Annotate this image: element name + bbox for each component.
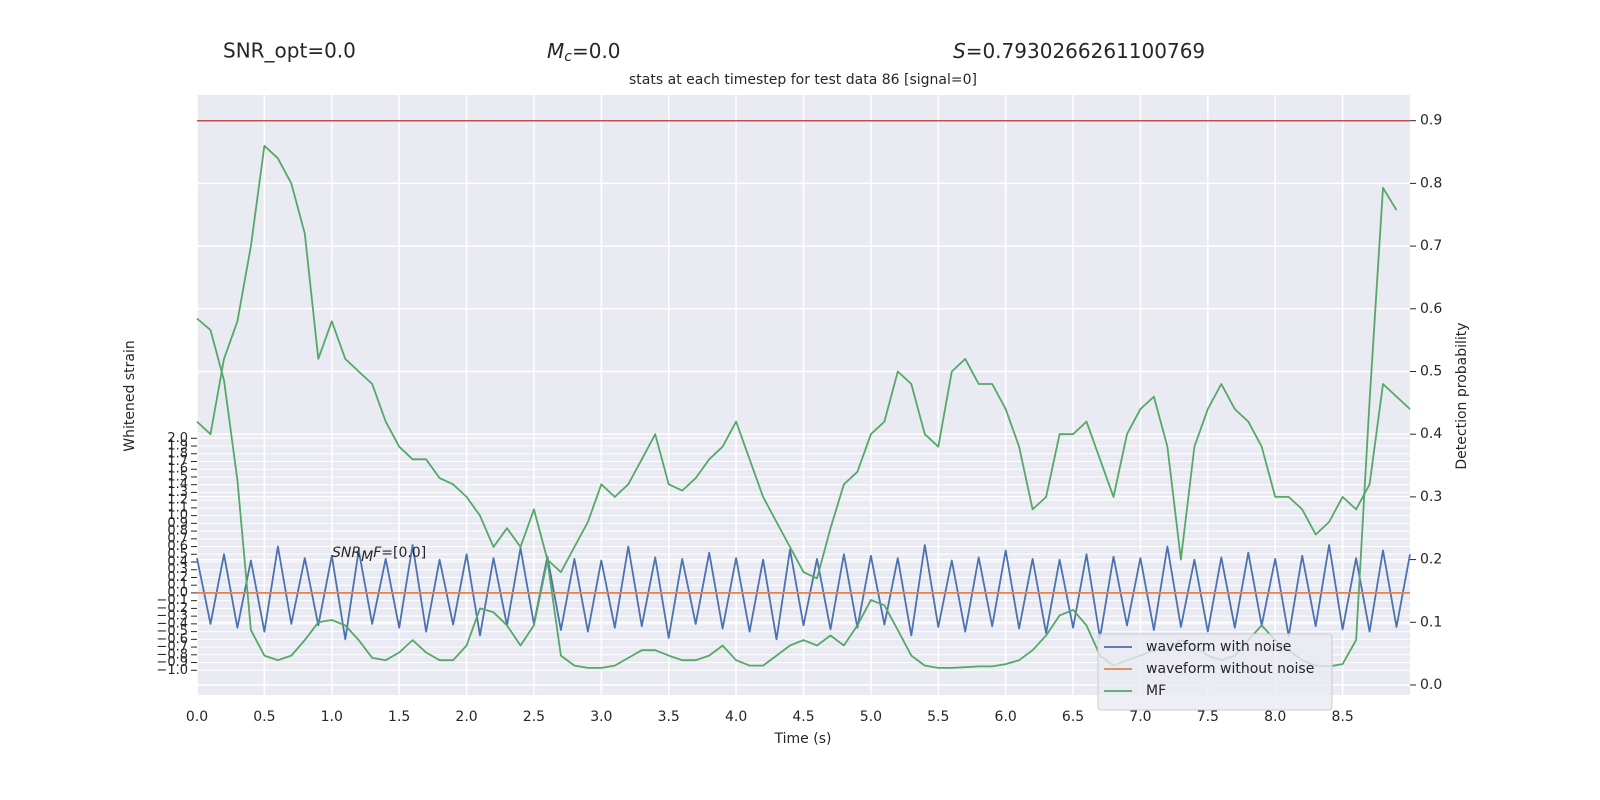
x-tick-label: 3.0 <box>590 709 612 725</box>
y-tick-label: 1.8 <box>167 446 188 461</box>
y-tick-label: 0.6 <box>167 539 188 554</box>
x-tick-label: 2.0 <box>455 709 477 725</box>
y-tick-label: 1.1 <box>167 500 188 515</box>
y-tick-label: 0.8 <box>167 524 188 539</box>
x-tick-label: 4.5 <box>792 709 814 725</box>
mc-sub: c <box>564 49 572 65</box>
y-tick-label: −0.8 <box>156 647 188 662</box>
y2-tick-label: 0.2 <box>1420 552 1442 568</box>
y2-tick-label: 0.7 <box>1420 238 1442 254</box>
legend-label: waveform without noise <box>1146 661 1314 677</box>
y-tick-label: 0.0 <box>167 585 188 600</box>
y-tick-label: 0.9 <box>167 516 188 531</box>
y-tick-label: 0.5 <box>167 547 188 562</box>
y-tick-label: −0.3 <box>156 609 188 624</box>
legend-label: MF <box>1146 683 1166 699</box>
mc-text: Mc=0.0 <box>547 39 621 66</box>
chart-title: stats at each timestep for test data 86 … <box>629 72 977 88</box>
y2-axis-label: Detection probability <box>1454 322 1470 469</box>
y-tick-label: −0.7 <box>156 640 188 655</box>
y2-tick-label: 0.6 <box>1420 301 1442 317</box>
y-tick-label: 1.5 <box>167 469 188 484</box>
y-tick-label: 0.3 <box>167 562 188 577</box>
y-tick-label: −0.4 <box>156 616 188 631</box>
snr-mf-rest: =[0.0] <box>381 545 426 561</box>
x-tick-label: 1.0 <box>321 709 343 725</box>
y2-tick-label: 0.3 <box>1420 489 1442 505</box>
y-tick-label: −0.1 <box>156 593 188 608</box>
y-tick-label: 1.0 <box>167 508 188 523</box>
y-tick-label: −0.2 <box>156 601 188 616</box>
s-symbol: S <box>953 39 966 63</box>
mc-symbol: M <box>547 39 564 63</box>
x-tick-label: 2.5 <box>523 709 545 725</box>
legend-box <box>1097 633 1333 711</box>
series-line <box>196 544 1411 641</box>
x-tick-label: 8.0 <box>1264 709 1286 725</box>
x-tick-label: 0.0 <box>186 709 208 725</box>
x-tick-label: 5.5 <box>927 709 949 725</box>
y-tick-label: 1.3 <box>167 485 188 500</box>
y-tick-label: −0.9 <box>156 655 188 670</box>
x-axis-label: Time (s) <box>774 731 832 747</box>
y-tick-label: 1.9 <box>167 439 188 454</box>
snr-mf-tail: F <box>373 545 382 561</box>
y-tick-label: −0.6 <box>156 632 188 647</box>
y2-tick-label: 0.0 <box>1420 677 1442 693</box>
y2-tick-label: 0.4 <box>1420 426 1442 442</box>
legend-label: waveform with noise <box>1146 639 1291 655</box>
x-tick-label: 7.5 <box>1197 709 1219 725</box>
y-tick-label: 1.2 <box>167 493 188 508</box>
y-axis-label: Whitened strain <box>122 340 138 451</box>
snr-opt: SNR_opt=0.0 <box>223 39 356 63</box>
x-tick-label: 8.5 <box>1331 709 1353 725</box>
x-tick-label: 3.5 <box>658 709 680 725</box>
overlay: 0.0 0.5 1.0 1.5 2.0 2.5 3.0 3.5 4.0 4.5 5.0 5.5 6.0 6… <box>156 113 1442 725</box>
x-tick-label: 6.0 <box>995 709 1017 725</box>
y-tick-label: 1.7 <box>167 454 188 469</box>
y-tick-label: 1.6 <box>167 462 188 477</box>
y-tick-label: 0.7 <box>167 531 188 546</box>
y-tick-label: −1.0 <box>156 663 188 678</box>
y-tick-label: 0.2 <box>167 570 188 585</box>
s-text: S=0.7930266261100769 <box>953 39 1205 63</box>
snr-mf-sub: M <box>361 549 373 565</box>
y2-tick-label: 0.9 <box>1420 113 1442 129</box>
x-tick-label: 6.5 <box>1062 709 1084 725</box>
x-tick-label: 5.0 <box>860 709 882 725</box>
x-tick-label: 0.5 <box>253 709 275 725</box>
y-tick-label: −0.5 <box>156 624 188 639</box>
y-tick-label: 0.4 <box>167 555 188 570</box>
x-tick-label: 7.0 <box>1129 709 1151 725</box>
snr-mf-annotation: SNRMF=[0.0] <box>332 545 426 565</box>
snr-mf-symbol: SNR <box>332 545 361 561</box>
x-tick-label: 1.5 <box>388 709 410 725</box>
y-tick-label: 0.1 <box>167 578 188 593</box>
series-line <box>196 144 1411 580</box>
y2-tick-label: 0.1 <box>1420 614 1442 630</box>
mc-rest: =0.0 <box>572 39 621 63</box>
y-tick-label: 1.4 <box>167 477 188 492</box>
y-tick-label: 2.0 <box>167 431 188 446</box>
x-tick-label: 4.0 <box>725 709 747 725</box>
y2-tick-label: 0.5 <box>1420 363 1442 379</box>
s-rest: =0.7930266261100769 <box>966 39 1205 63</box>
y2-tick-label: 0.8 <box>1420 175 1442 191</box>
